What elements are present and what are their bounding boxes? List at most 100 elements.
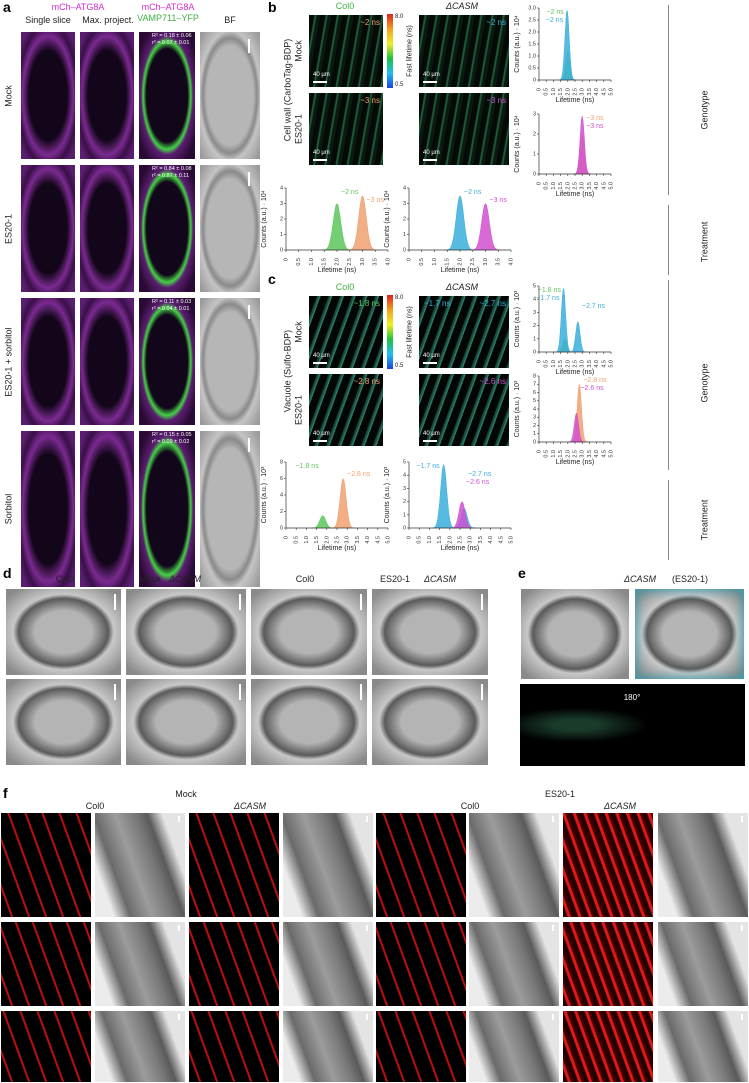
scale-bar (741, 816, 743, 822)
statistic: r² = 0.04 ± 0.01 (152, 306, 190, 312)
brightfield-image (282, 1010, 374, 1083)
histogram-peak (330, 477, 356, 529)
x-tick-label: 0.5 (417, 536, 423, 544)
column-title: Col0 (85, 801, 105, 811)
column-title: Single slice (25, 15, 71, 25)
scale-bar (423, 362, 437, 364)
x-tick-label: 4.5 (601, 88, 607, 96)
histogram: ~2 ns ~3 ns 0 0.5 1.0 1.5 2.0 2.5 3.0 3.5 4.0 0 1 2 3 4… (384, 185, 514, 274)
scale-bar (423, 159, 437, 161)
histogram-peak (569, 321, 587, 353)
x-axis-label: Lifetime (ns) (556, 459, 595, 466)
brightfield-image (94, 1010, 186, 1083)
scale-bar (423, 440, 437, 442)
scale-bar (481, 594, 483, 610)
peak-label: ~2.8 ns (347, 471, 371, 478)
y-tick-label: 0 (533, 349, 536, 355)
bracket (668, 205, 669, 275)
x-axis-label: Lifetime (ns) (441, 267, 480, 274)
stain-label: Cell wall (CarboTag-BDP) (282, 38, 293, 142)
histogram: ~2 ns ~3 ns 0 0.5 1.0 1.5 2.0 2.5 3.0 3.5 4.0 0 1 2 3 4… (261, 185, 391, 274)
y-tick-label: 2 (533, 323, 536, 329)
histogram: ~2 ns~2 ns0 0.5 1.0 1.5 2.0 2.5 3.0 3.5 4.0 4.5 5.… (514, 5, 614, 104)
bracket (668, 480, 669, 560)
brightfield-image (94, 921, 186, 1007)
x-tick-label: 1.0 (551, 360, 557, 368)
flim-image (418, 14, 510, 88)
colorbar-min: 0.5 (395, 82, 404, 88)
x-tick-label: 3.0 (580, 88, 586, 96)
histogram: ~1.8 ns ~2.8 ns 0 0.5 1.0 1.5 2.0 2.5 3.0 3.5 4.0 4… (261, 459, 391, 552)
peak-label: ~1.7 ns (536, 295, 560, 302)
histogram-peak (310, 515, 335, 529)
micrograph (79, 297, 135, 426)
x-axis-label: Lifetime (ns) (556, 369, 595, 376)
scale-bar (239, 684, 241, 700)
x-tick-label: 2.5 (334, 536, 340, 544)
y-tick-label: 4 (403, 473, 406, 479)
x-tick-label: 4.5 (601, 360, 607, 368)
x-tick-label: 5.0 (608, 182, 614, 190)
x-tick-label: 4.0 (594, 360, 600, 368)
micrograph (199, 164, 261, 293)
scale-label: 40 µm (423, 431, 440, 437)
micrograph (138, 430, 196, 588)
statistic: R² = 0.11 ± 0.03 (152, 299, 192, 305)
peak-label: ~1.8 ns (296, 463, 320, 470)
histogram-peak (449, 501, 475, 529)
row-label: ES20-1 (3, 213, 14, 244)
row-label: Sorbitol (3, 493, 14, 525)
y-tick-label: 0 (403, 525, 406, 531)
histogram-peak (444, 195, 476, 251)
statistic: r² = 0.09 ± 0.02 (152, 439, 190, 445)
x-tick-label: 1.0 (432, 258, 438, 266)
scale-bar (423, 81, 437, 83)
bracket (668, 280, 669, 470)
statistic: R² = 0.15 ± 0.05 (152, 432, 192, 438)
column-title: ΔCASM (445, 282, 479, 292)
lifetime-label: ~2 ns (360, 18, 380, 27)
panel-label: e (518, 565, 526, 581)
y-tick-label: 0 (280, 247, 283, 253)
column-title: ΔCASM (233, 801, 267, 811)
colorbar-max: 8.0 (395, 14, 404, 20)
x-tick-label: 2.5 (470, 258, 476, 266)
micrograph (79, 31, 135, 160)
y-axis-label: Counts (a.u.) · 10³ (261, 466, 268, 523)
peak-label: ~2 ns (546, 9, 564, 16)
x-tick-label: 0 (536, 450, 542, 453)
x-tick-label: 1.5 (445, 258, 451, 266)
scale-bar (313, 362, 327, 364)
em-image (5, 588, 122, 676)
x-tick-label: 1.0 (551, 450, 557, 458)
column-title: mCh–ATG8A (141, 2, 195, 12)
side-label: Treatment (699, 499, 710, 541)
column-title: ΔCASM (168, 574, 202, 584)
fluorescence-image (0, 812, 92, 918)
scale-bar (248, 39, 250, 53)
scale-label: 40 µm (423, 353, 440, 359)
scale-bar (360, 594, 362, 610)
fluorescence-image (188, 1010, 280, 1083)
colorbar (387, 14, 393, 88)
column-title: Col0 (460, 801, 480, 811)
x-tick-label: 0 (283, 258, 289, 261)
x-tick-label: 3.5 (587, 182, 593, 190)
y-axis-label: Counts (a.u.) · 10⁴ (514, 15, 521, 72)
x-tick-label: 0.5 (544, 88, 550, 96)
scale-bar (248, 172, 250, 186)
x-tick-label: 2.5 (347, 258, 353, 266)
column-title: ES20-1 (544, 789, 576, 799)
y-tick-label: 3 (533, 111, 536, 117)
scale-bar (178, 816, 180, 822)
x-tick-label: 0.5 (294, 536, 300, 544)
reconstruction (520, 684, 745, 766)
micrograph (138, 164, 196, 293)
x-tick-label: 5.0 (508, 536, 514, 544)
lifetime-label: ~2.7 ns (479, 299, 506, 308)
histogram-peak (558, 9, 576, 81)
x-tick-label: 4.5 (498, 536, 504, 544)
panel-label: a (3, 0, 11, 15)
y-tick-label: 2 (280, 216, 283, 222)
column-title: VAMP711–YFP (137, 13, 199, 23)
